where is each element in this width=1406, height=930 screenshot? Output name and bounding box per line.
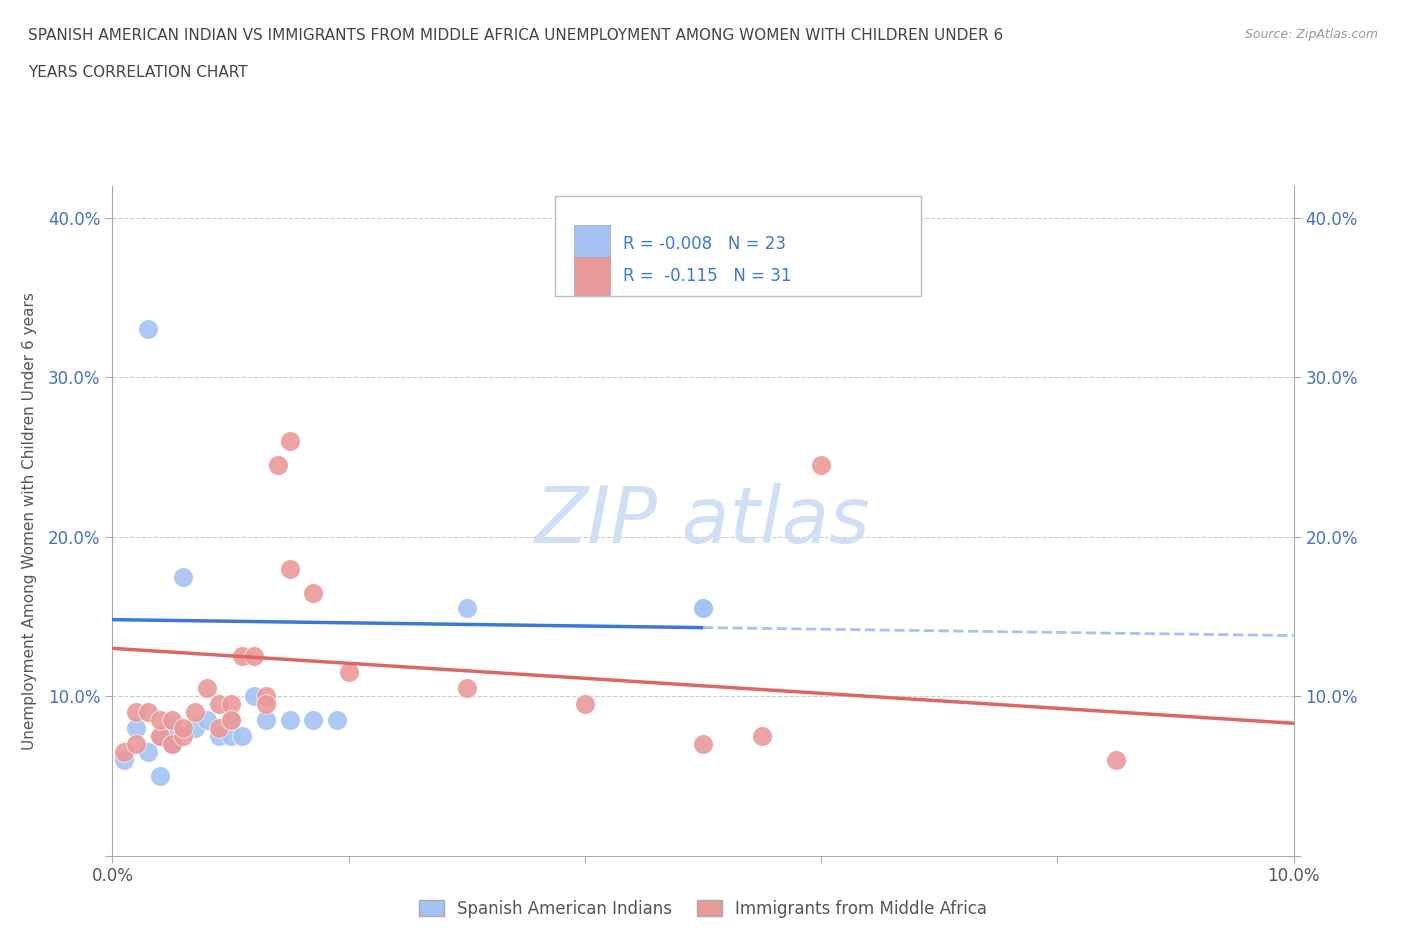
Text: YEARS CORRELATION CHART: YEARS CORRELATION CHART (28, 65, 247, 80)
Point (219, 728, 242, 743)
Point (254, 712, 277, 727)
Point (160, 721, 183, 736)
Point (160, 737, 183, 751)
Point (302, 712, 325, 727)
Text: ZIP atlas: ZIP atlas (536, 483, 870, 559)
Point (160, 737, 183, 751)
Point (195, 681, 218, 696)
FancyBboxPatch shape (555, 196, 921, 297)
Point (172, 728, 194, 743)
Point (692, 601, 714, 616)
Point (692, 737, 714, 751)
Point (172, 569, 194, 584)
Point (810, 458, 832, 472)
Point (231, 728, 253, 743)
Y-axis label: Unemployment Among Women with Children Under 6 years: Unemployment Among Women with Children U… (22, 292, 37, 750)
Point (195, 712, 218, 727)
Point (456, 681, 478, 696)
Legend: Spanish American Indians, Immigrants from Middle Africa: Spanish American Indians, Immigrants fro… (412, 893, 994, 924)
Point (125, 705, 148, 720)
Point (278, 561, 301, 576)
Point (243, 689, 266, 704)
Point (184, 721, 207, 736)
Point (219, 712, 242, 727)
Point (254, 689, 277, 704)
Point (219, 697, 242, 711)
Point (125, 721, 148, 736)
Point (136, 705, 159, 720)
Point (267, 458, 290, 472)
Point (574, 697, 596, 711)
Text: R = -0.008   N = 23: R = -0.008 N = 23 (623, 235, 786, 253)
FancyBboxPatch shape (574, 258, 610, 296)
Point (149, 728, 172, 743)
Point (456, 601, 478, 616)
Point (751, 728, 773, 743)
Point (184, 705, 207, 720)
Point (208, 721, 231, 736)
Text: R =  -0.115   N = 31: R = -0.115 N = 31 (623, 267, 792, 286)
Point (172, 721, 194, 736)
Point (243, 649, 266, 664)
Point (208, 697, 231, 711)
Point (278, 433, 301, 448)
Point (149, 712, 172, 727)
Point (208, 728, 231, 743)
Point (112, 752, 135, 767)
Text: SPANISH AMERICAN INDIAN VS IMMIGRANTS FROM MIDDLE AFRICA UNEMPLOYMENT AMONG WOME: SPANISH AMERICAN INDIAN VS IMMIGRANTS FR… (28, 28, 1004, 43)
Point (112, 745, 135, 760)
Point (302, 585, 325, 600)
Text: Source: ZipAtlas.com: Source: ZipAtlas.com (1244, 28, 1378, 41)
Point (219, 712, 242, 727)
FancyBboxPatch shape (574, 225, 610, 263)
Point (1105, 752, 1128, 767)
Point (692, 601, 714, 616)
Point (337, 665, 360, 680)
Point (231, 649, 253, 664)
Point (160, 712, 183, 727)
Point (136, 322, 159, 337)
Point (149, 768, 172, 783)
Point (149, 728, 172, 743)
Point (326, 712, 349, 727)
Point (136, 745, 159, 760)
Point (125, 737, 148, 751)
Point (278, 712, 301, 727)
Point (254, 697, 277, 711)
